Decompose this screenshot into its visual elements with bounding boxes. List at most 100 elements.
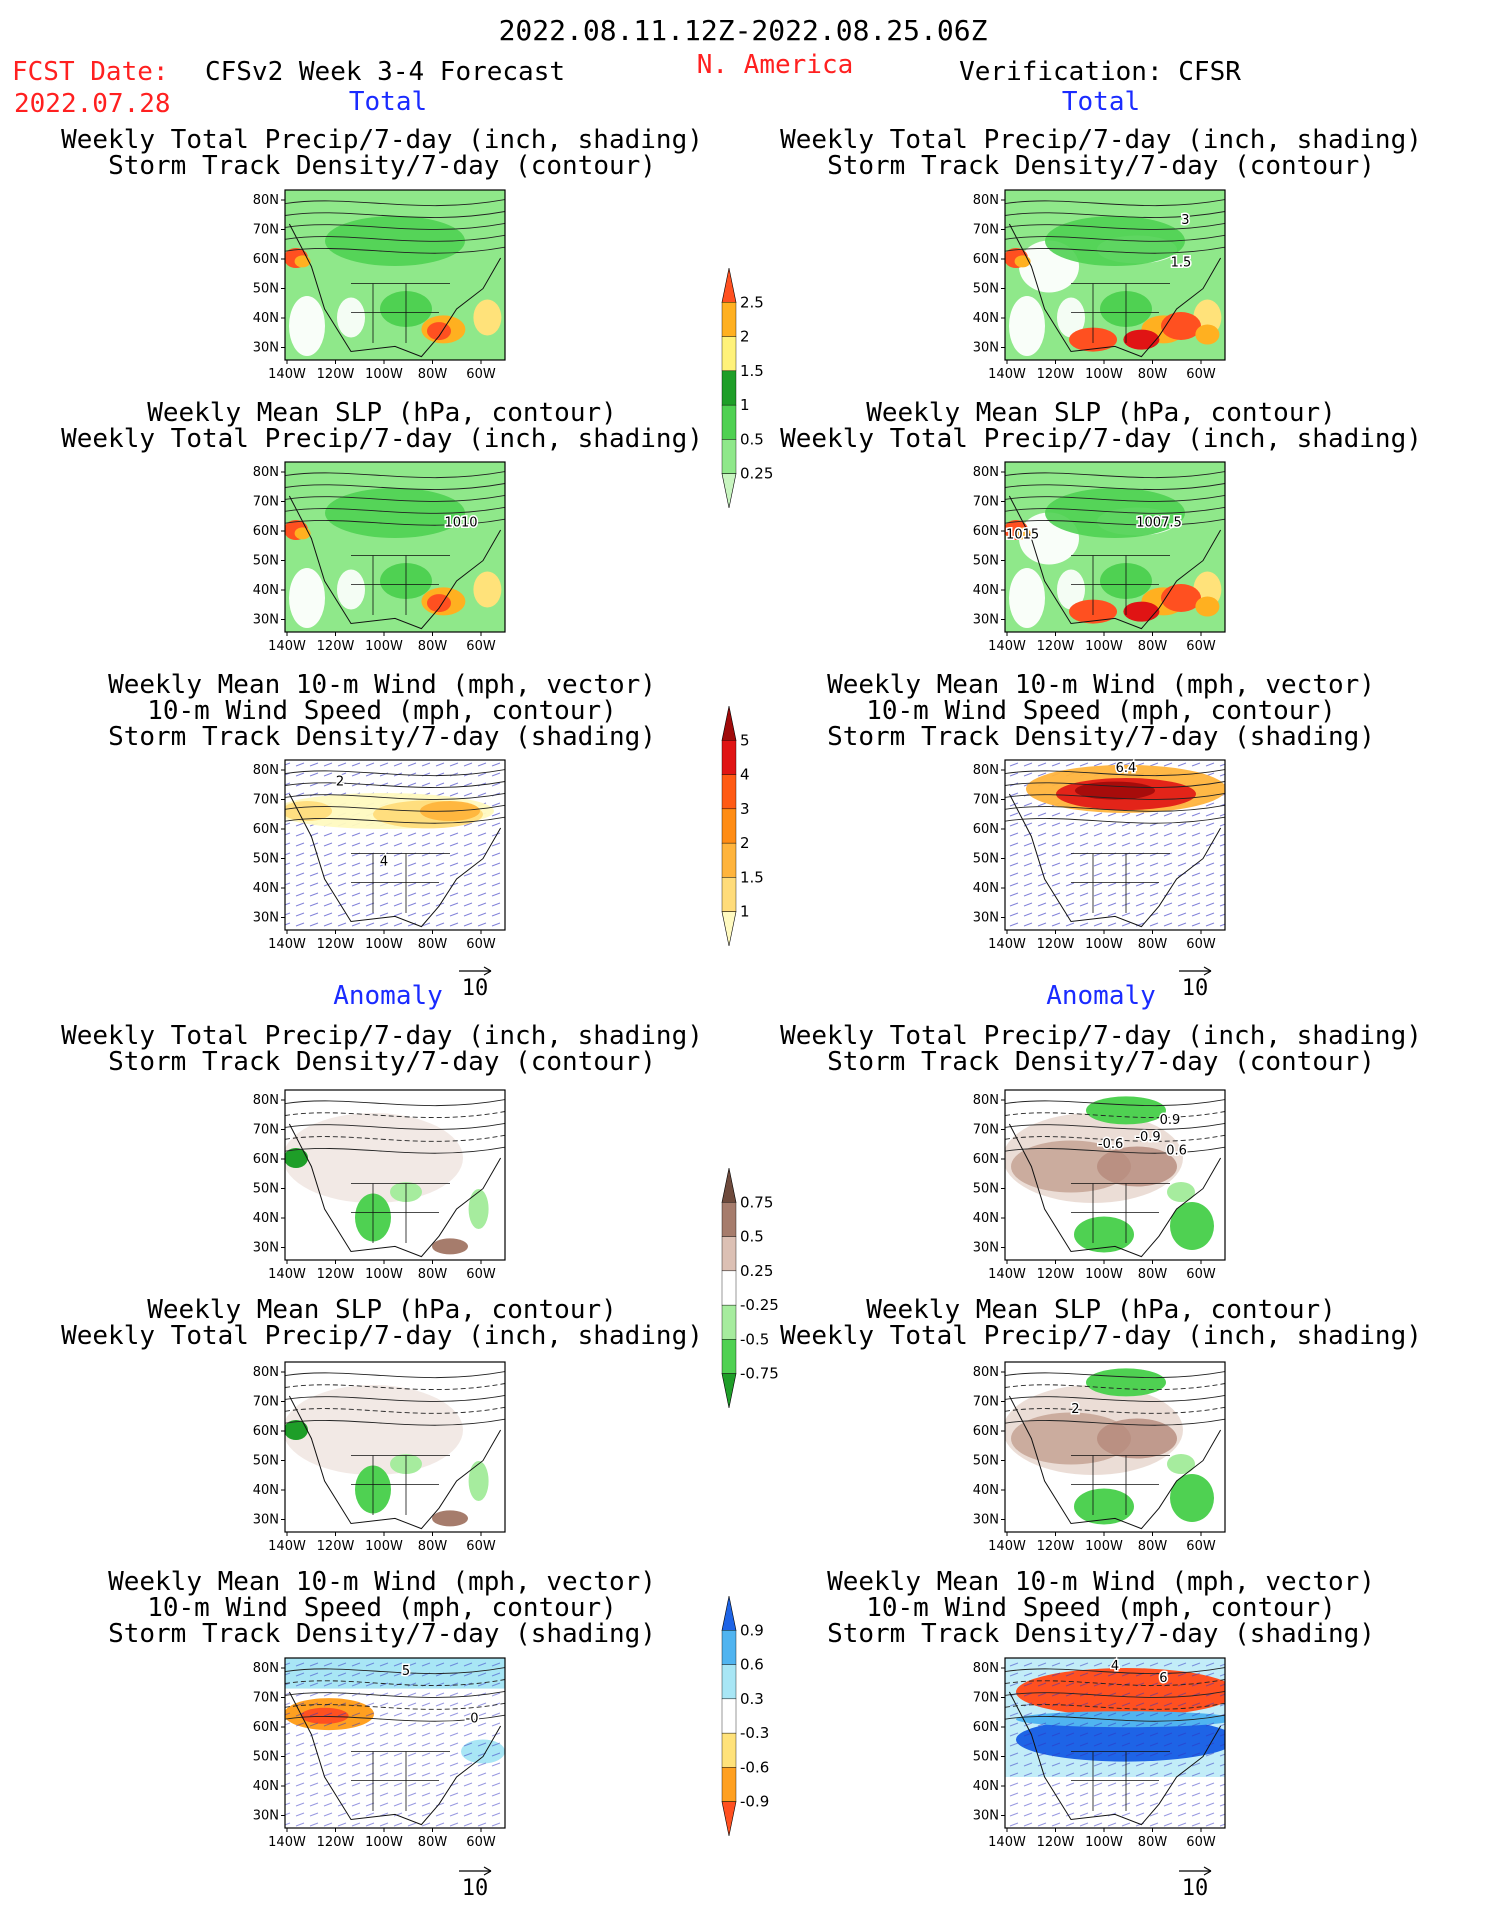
map-panel-9: 80N 70N 60N 50N 40N 30N 140W 120W 100W 80W 60W 2 <box>973 1361 1226 1554</box>
lat-tick-label: 80N <box>973 1365 999 1380</box>
colorbar-label: 0.5 <box>740 1228 764 1246</box>
verification-title: Verification: CFSR <box>959 57 1241 87</box>
colorbar-cap <box>721 1373 737 1409</box>
lat-tick-label: 50N <box>973 852 999 867</box>
vector-reference: 10 <box>459 1866 492 1901</box>
panel-title-line: Weekly Mean SLP (hPa, contour) <box>147 1295 617 1325</box>
panel-title-line: Weekly Mean SLP (hPa, contour) <box>866 1295 1336 1325</box>
lon-tick-label: 60W <box>1186 1539 1216 1554</box>
lat-tick-label: 40N <box>973 1483 999 1498</box>
vector-reference-label: 10 <box>462 976 489 1001</box>
lon-tick-label: 100W <box>365 937 403 952</box>
lat-tick-label: 50N <box>973 1750 999 1765</box>
map-frame <box>1004 759 1226 931</box>
lon-tick-label: 60W <box>466 639 496 654</box>
map-panel-11: 80N 70N 60N 50N 40N 30N 140W 120W 100W 80W 60W 4 6 <box>973 1657 1226 1850</box>
lon-tick-label: 60W <box>466 1835 496 1850</box>
map-panel-3: 80N 70N 60N 50N 40N 30N 140W 120W 100W 80W 60W 1015… <box>973 461 1226 654</box>
contour-label: 3 <box>1181 213 1189 228</box>
lon-tick-label: 140W <box>268 367 306 382</box>
contour-label: 6.4 <box>1116 761 1137 776</box>
lon-tick-label: 80W <box>418 1267 448 1282</box>
panel-title-line: Storm Track Density/7-day (shading) <box>108 722 656 752</box>
lat-tick-label: 50N <box>973 1454 999 1469</box>
lat-tick-label: 40N <box>253 311 279 326</box>
lat-tick-label: 30N <box>973 911 999 926</box>
lon-tick-label: 120W <box>317 639 355 654</box>
contour-label: 1.5 <box>1171 256 1192 271</box>
lon-tick-label: 80W <box>1138 1539 1168 1554</box>
colorbar-label: 2 <box>740 328 750 346</box>
lat-tick-label: 70N <box>253 1395 279 1410</box>
lon-tick-label: 60W <box>466 937 496 952</box>
colorbar-swatch <box>721 740 737 775</box>
lon-tick-label: 120W <box>317 1539 355 1554</box>
map-panel-10: 80N 70N 60N 50N 40N 30N 140W 120W 100W 80W 60W 5 -0 <box>253 1657 506 1850</box>
map-frame <box>284 461 506 633</box>
lon-tick-label: 80W <box>1138 639 1168 654</box>
colorbar-swatch <box>721 808 737 844</box>
panel-title-line: Weekly Total Precip/7-day (inch, shading… <box>61 1321 703 1351</box>
lon-tick-label: 80W <box>418 1835 448 1850</box>
fcst-date-value: 2022.07.28 <box>14 89 171 119</box>
lat-tick-label: 60N <box>973 252 999 267</box>
colorbar-label: 0.75 <box>740 1193 773 1211</box>
lon-tick-label: 80W <box>1138 937 1168 952</box>
lon-tick-label: 120W <box>1037 639 1075 654</box>
lat-tick-label: 60N <box>973 822 999 837</box>
lon-tick-label: 80W <box>418 639 448 654</box>
lat-tick-label: 80N <box>973 465 999 480</box>
panel-title-line: Weekly Total Precip/7-day (inch, shading… <box>780 1321 1422 1351</box>
lat-tick-label: 80N <box>253 1661 279 1676</box>
vector-reference: 10 <box>1179 966 1212 1001</box>
map-panel-1: 80N 70N 60N 50N 40N 30N 140W 120W 100W 80W 60W 3 1.5 <box>973 189 1226 382</box>
map-frame <box>284 1361 506 1533</box>
map-panel-2: 80N 70N 60N 50N 40N 30N 140W 120W 100W 80W 60W 1010 <box>253 461 506 654</box>
panel-title-line: Storm Track Density/7-day (contour) <box>108 151 656 181</box>
lat-tick-label: 30N <box>253 1241 279 1256</box>
colorbar-label: 0.25 <box>740 1262 773 1280</box>
lon-tick-label: 120W <box>1037 1267 1075 1282</box>
contour-label: -0.6 <box>1098 1137 1123 1152</box>
colorbar-label: -0.75 <box>740 1365 779 1383</box>
lat-tick-label: 60N <box>253 822 279 837</box>
lat-tick-label: 50N <box>973 1182 999 1197</box>
lon-tick-label: 80W <box>418 937 448 952</box>
lat-tick-label: 70N <box>973 793 999 808</box>
lat-tick-label: 70N <box>253 1691 279 1706</box>
colorbar-swatch <box>721 404 737 440</box>
lon-tick-label: 140W <box>268 1835 306 1850</box>
contour-label: 6 <box>1159 1671 1167 1686</box>
lon-tick-label: 100W <box>365 1835 403 1850</box>
colorbar-label: 0.6 <box>740 1656 764 1674</box>
colorbar-label: -0.3 <box>740 1724 769 1742</box>
colorbar-precip-anom: 0.75 0.5 0.25 -0.25 -0.5 -0.75 <box>721 1167 779 1409</box>
colorbar-swatch <box>721 336 737 372</box>
lat-tick-label: 50N <box>253 1454 279 1469</box>
lat-tick-label: 70N <box>973 1691 999 1706</box>
vector-reference: 10 <box>459 966 492 1001</box>
colorbar-cap <box>721 1167 737 1203</box>
lon-tick-label: 140W <box>988 367 1026 382</box>
colorbar-label: 1 <box>740 396 750 414</box>
lon-tick-label: 140W <box>268 1539 306 1554</box>
lat-tick-label: 50N <box>973 554 999 569</box>
lon-tick-label: 100W <box>1085 1539 1123 1554</box>
fcst-date-label: FCST Date: <box>12 57 169 87</box>
lat-tick-label: 80N <box>253 465 279 480</box>
vector-reference-label: 10 <box>1182 976 1209 1001</box>
colorbar-cap <box>721 267 737 303</box>
colorbar-label: 1.5 <box>740 868 764 886</box>
lat-tick-label: 70N <box>973 223 999 238</box>
panel-title-line: Storm Track Density/7-day (contour) <box>108 1047 656 1077</box>
lon-tick-label: 60W <box>1186 937 1216 952</box>
lon-tick-label: 120W <box>1037 1539 1075 1554</box>
lat-tick-label: 40N <box>973 311 999 326</box>
colorbar-swatch <box>721 1767 737 1802</box>
lat-tick-label: 60N <box>973 524 999 539</box>
lat-tick-label: 30N <box>973 613 999 628</box>
lon-tick-label: 60W <box>1186 1267 1216 1282</box>
colorbar-label: 1 <box>740 903 750 921</box>
panel-title-line: Weekly Mean 10-m Wind (mph, vector) <box>827 670 1375 700</box>
